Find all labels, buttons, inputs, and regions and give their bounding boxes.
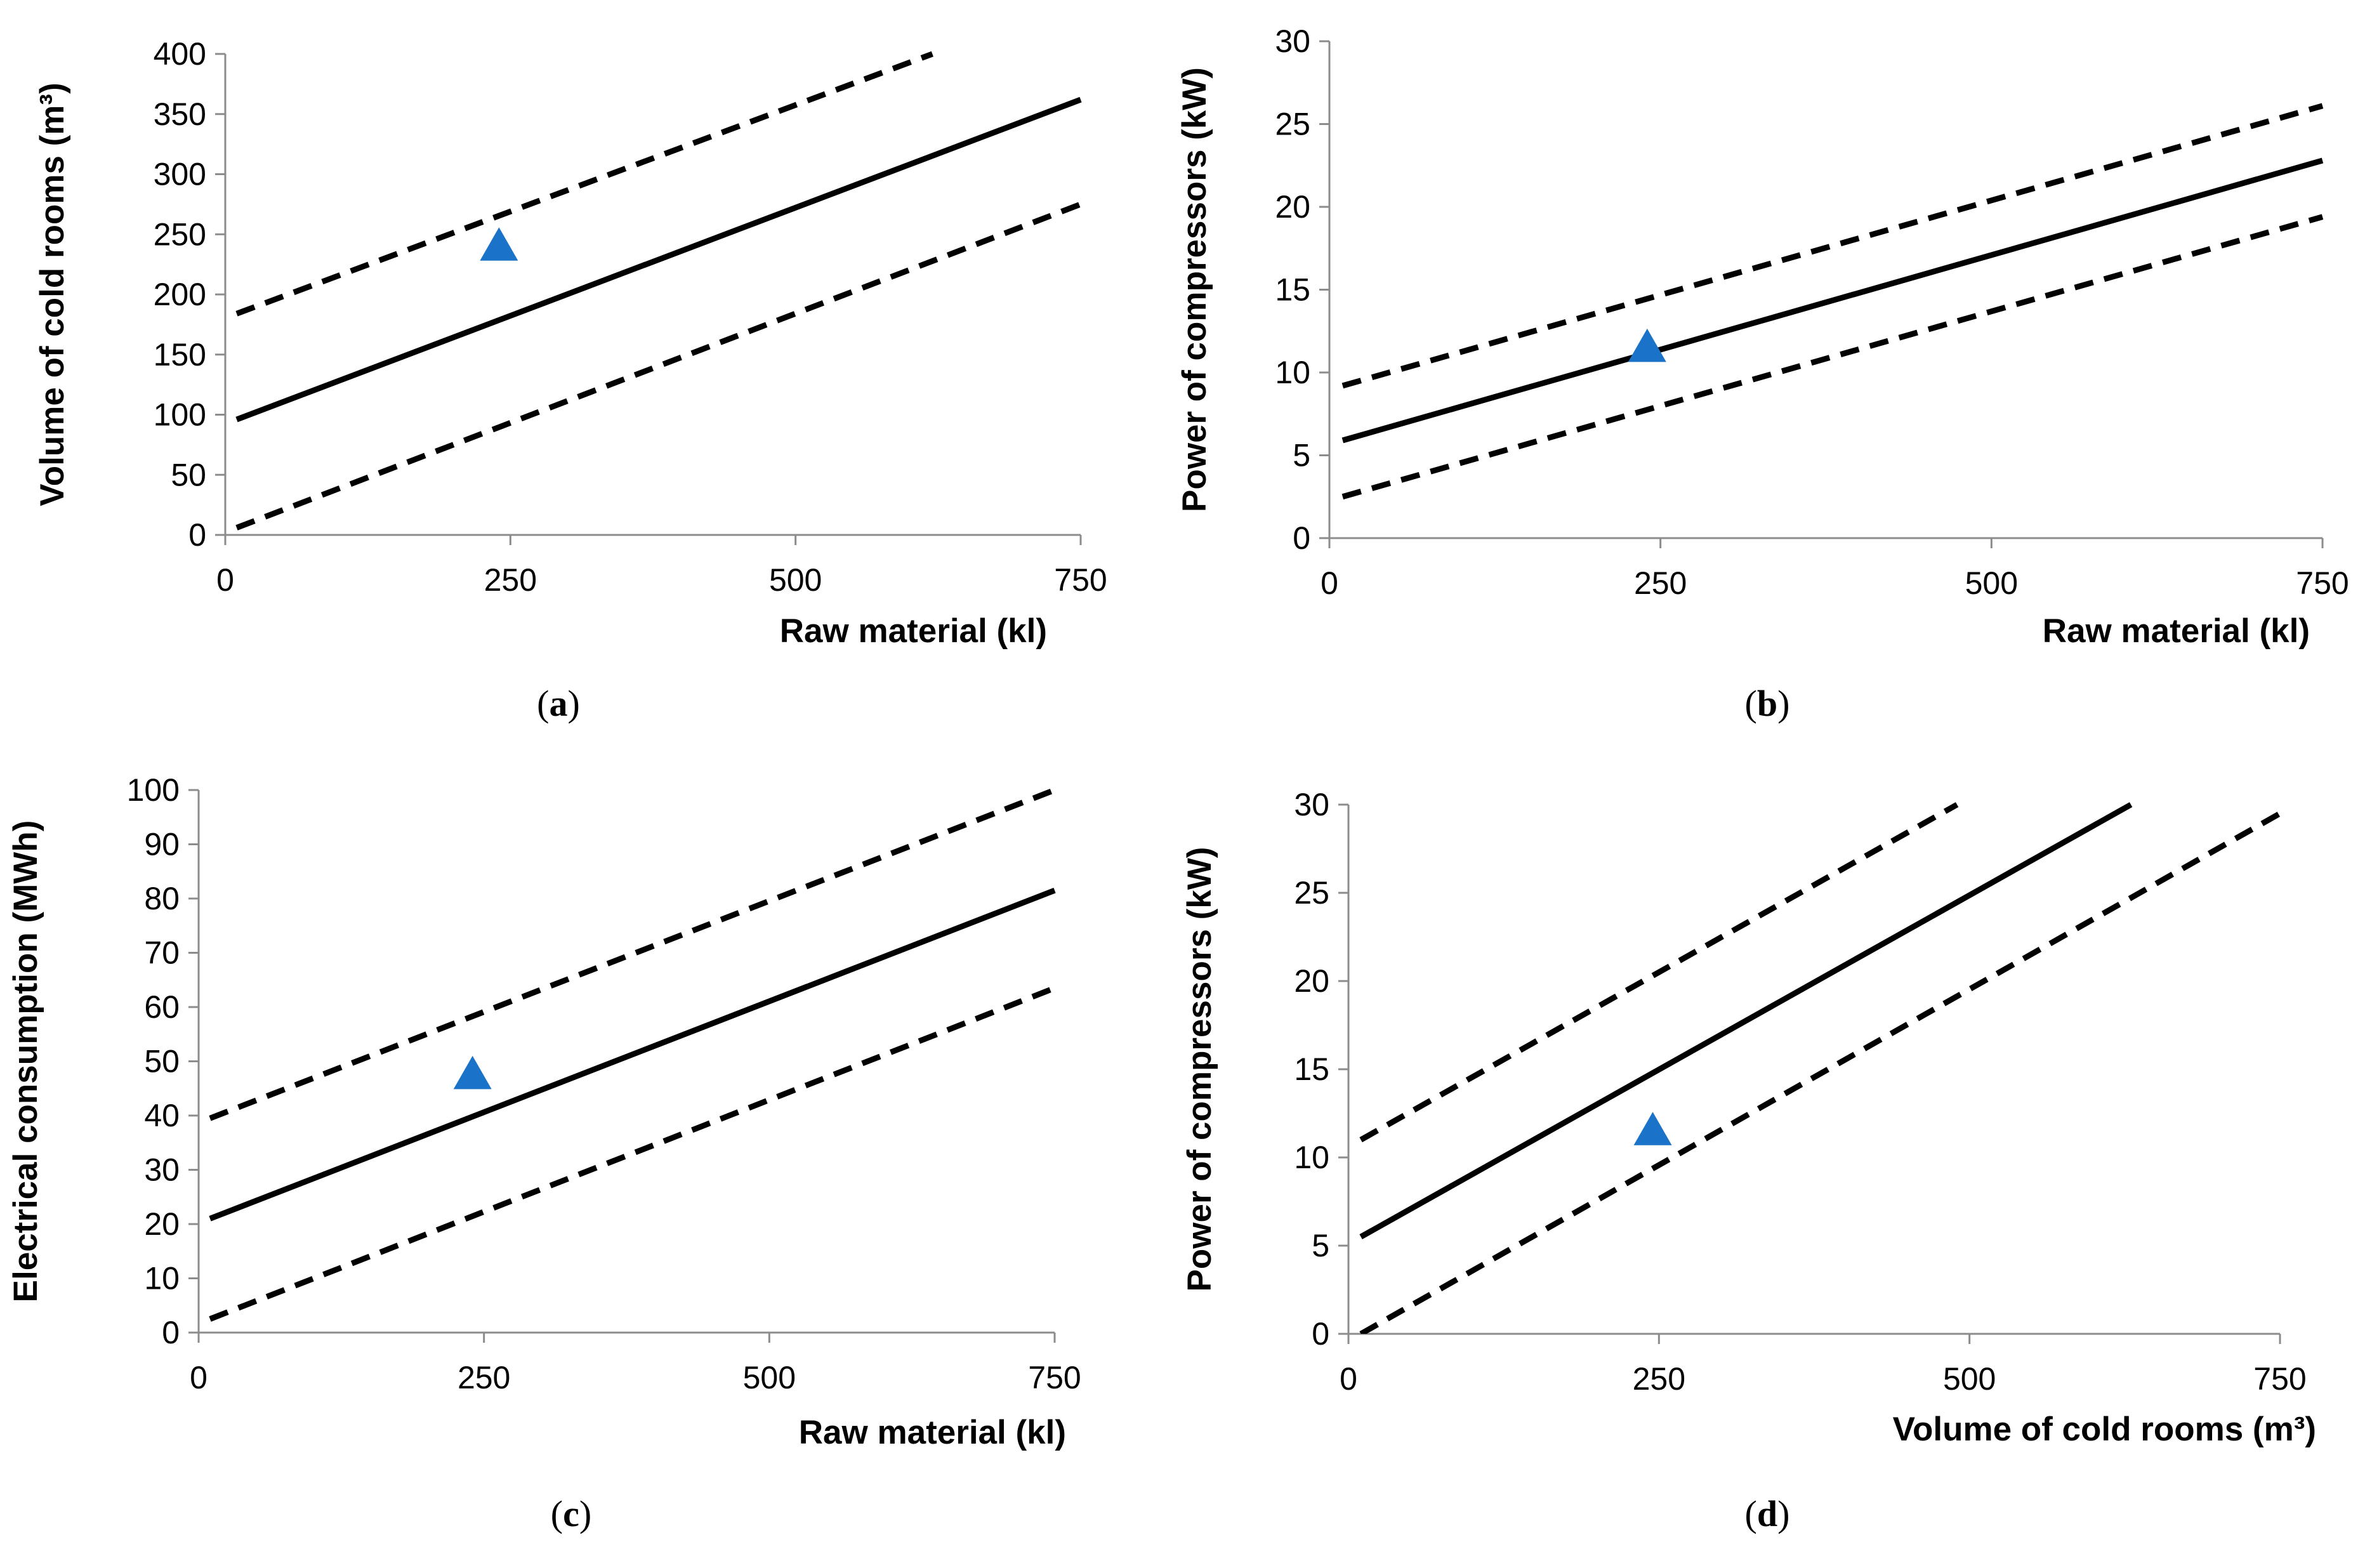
y-axis-title: Power of compressors (kW) bbox=[1181, 847, 1218, 1292]
y-tick-label: 10 bbox=[144, 1261, 180, 1296]
y-tick-label: 100 bbox=[154, 397, 206, 433]
series-line-regression bbox=[235, 96, 1082, 423]
y-tick-label: 300 bbox=[154, 157, 206, 192]
panel-caption: (d) bbox=[1745, 1493, 1790, 1534]
series-line-upper-bound bbox=[1341, 103, 2324, 389]
y-tick-label: 70 bbox=[144, 935, 180, 971]
panel-caption: (a) bbox=[537, 683, 580, 724]
x-tick-label: 500 bbox=[769, 562, 822, 598]
y-tick-label: 30 bbox=[144, 1152, 180, 1188]
chart-panel-d: 0 5 10 15 20 25 30 0 250 500 750 Volume of cold roo… bbox=[1181, 787, 2316, 1534]
series-line-regression bbox=[209, 887, 1056, 1222]
x-tick-label: 0 bbox=[1340, 1361, 1357, 1397]
y-tick-label: 0 bbox=[162, 1315, 180, 1350]
y-tick-label: 15 bbox=[1294, 1051, 1329, 1087]
panel-caption: (c) bbox=[551, 1493, 591, 1534]
y-tick-label: 30 bbox=[1294, 787, 1329, 822]
x-tick-label: 750 bbox=[2253, 1361, 2306, 1397]
data-point-triangle bbox=[1628, 328, 1666, 362]
series-line-upper-bound bbox=[235, 51, 933, 317]
series-line-lower-bound bbox=[1359, 810, 2282, 1334]
y-tick-label: 15 bbox=[1275, 272, 1310, 308]
data-point-triangle bbox=[453, 1055, 492, 1090]
x-tick-label: 250 bbox=[1633, 1361, 1685, 1397]
x-tick-label: 500 bbox=[743, 1360, 796, 1395]
y-tick-label: 25 bbox=[1294, 875, 1329, 911]
y-tick-label: 50 bbox=[144, 1044, 180, 1079]
y-tick-label: 25 bbox=[1275, 107, 1310, 142]
y-tick-label: 50 bbox=[171, 457, 206, 492]
x-tick-label: 750 bbox=[1028, 1360, 1081, 1395]
y-tick-label: 0 bbox=[1312, 1316, 1329, 1352]
y-tick-label: 5 bbox=[1293, 438, 1310, 473]
y-tick-label: 30 bbox=[1275, 23, 1310, 59]
x-tick-label: 250 bbox=[484, 562, 537, 598]
x-tick-label: 250 bbox=[458, 1360, 510, 1395]
x-tick-label: 500 bbox=[1965, 565, 2018, 601]
data-point-triangle bbox=[1633, 1112, 1672, 1145]
y-axis-title: Power of compressors (kW) bbox=[1176, 67, 1213, 512]
y-tick-label: 0 bbox=[188, 517, 206, 553]
x-tick-label: 750 bbox=[1054, 562, 1107, 598]
series-line-upper-bound bbox=[209, 787, 1056, 1121]
data-point-triangle bbox=[480, 227, 518, 261]
y-tick-label: 80 bbox=[144, 881, 180, 916]
x-tick-label: 0 bbox=[1321, 565, 1338, 601]
y-axis-title: Volume of cold rooms (m³) bbox=[34, 82, 71, 506]
y-tick-label: 10 bbox=[1294, 1140, 1329, 1175]
y-tick-label: 0 bbox=[1293, 520, 1310, 556]
y-tick-label: 100 bbox=[127, 772, 180, 808]
x-axis-title: Raw material (kl) bbox=[780, 612, 1047, 650]
y-tick-label: 40 bbox=[144, 1098, 180, 1133]
y-tick-label: 20 bbox=[1275, 189, 1310, 225]
y-axis-title: Electrical consumption (MWh) bbox=[7, 820, 44, 1303]
series-line-upper-bound bbox=[1359, 802, 1959, 1143]
series-line-lower-bound bbox=[1341, 214, 2324, 500]
series-line-regression bbox=[1341, 157, 2324, 444]
y-tick-label: 250 bbox=[154, 216, 206, 252]
y-tick-label: 400 bbox=[154, 36, 206, 72]
y-tick-label: 20 bbox=[1294, 963, 1329, 999]
chart-panel-b: 0 5 10 15 20 25 30 0 250 500 750 Raw material (kl) P… bbox=[1176, 23, 2349, 724]
x-tick-label: 0 bbox=[216, 562, 234, 598]
y-tick-label: 60 bbox=[144, 989, 180, 1025]
x-tick-label: 500 bbox=[1943, 1361, 1996, 1397]
series-line-lower-bound bbox=[209, 985, 1056, 1322]
y-tick-label: 350 bbox=[154, 96, 206, 132]
y-tick-label: 5 bbox=[1312, 1228, 1329, 1263]
x-axis-title: Raw material (kl) bbox=[2043, 612, 2310, 650]
y-tick-label: 90 bbox=[144, 827, 180, 862]
x-tick-label: 0 bbox=[190, 1360, 208, 1395]
y-tick-label: 20 bbox=[144, 1206, 180, 1242]
chart-panel-c: 0 10 20 30 40 50 60 70 80 90 100 0 250 500 750 Raw mate… bbox=[7, 772, 1081, 1534]
x-axis-title: Raw material (kl) bbox=[799, 1414, 1066, 1451]
series-line-regression bbox=[1359, 802, 2133, 1240]
y-tick-label: 200 bbox=[154, 277, 206, 312]
panel-caption: (b) bbox=[1745, 683, 1790, 724]
y-tick-label: 150 bbox=[154, 337, 206, 372]
series-line-lower-bound bbox=[235, 201, 1082, 530]
y-tick-label: 10 bbox=[1275, 355, 1310, 390]
x-tick-label: 250 bbox=[1634, 565, 1687, 601]
x-tick-label: 750 bbox=[2296, 565, 2349, 601]
x-axis-title: Volume of cold rooms (m³) bbox=[1893, 1411, 2316, 1448]
